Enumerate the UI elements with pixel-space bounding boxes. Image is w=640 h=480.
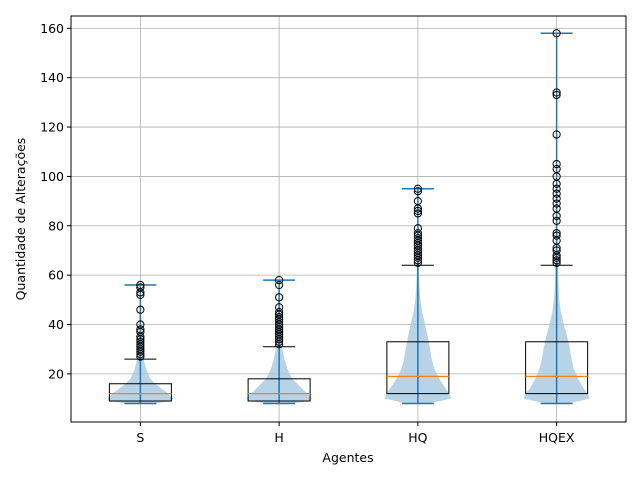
outlier-point (552, 231, 561, 240)
axis-ticks: 20 40 60 80 100 120 140 160 S H HQ HQEX (40, 21, 575, 445)
outlier-point (552, 199, 561, 208)
box-iqr (108, 383, 172, 402)
outlier-point (552, 229, 561, 238)
y-tick-label: 160 (40, 21, 64, 36)
outlier-point (275, 303, 284, 312)
y-axis-label: Quantidade de Alterações (13, 138, 28, 301)
outlier-point (413, 209, 422, 218)
y-tick-label: 140 (40, 70, 64, 85)
outlier-point (552, 29, 561, 38)
x-tick-label: S (136, 430, 144, 445)
outlier-point (413, 187, 422, 196)
outlier-point (275, 313, 284, 322)
y-tick-label: 40 (48, 317, 64, 332)
outlier-point (136, 325, 145, 334)
outlier-point (552, 164, 561, 174)
outlier-point (552, 194, 561, 203)
outlier-point (552, 216, 561, 225)
y-tick-label: 120 (40, 120, 64, 135)
box-iqr (386, 341, 450, 395)
outlier-point (413, 229, 422, 238)
violins (107, 33, 590, 404)
outlier-point (413, 234, 422, 243)
y-tick-label: 60 (48, 268, 64, 283)
outlier-point (136, 305, 145, 314)
x-tick-label: HQEX (539, 430, 575, 445)
x-tick-label: H (274, 430, 283, 445)
box-iqr (247, 378, 311, 402)
outlier-point (413, 206, 422, 216)
y-tick-label: 80 (48, 218, 64, 233)
outlier-point (413, 184, 422, 193)
outlier-point (136, 283, 145, 292)
outlier-point (275, 293, 284, 302)
outlier-point (552, 246, 561, 255)
outliers (136, 29, 561, 361)
y-tick-label: 20 (48, 366, 64, 381)
outlier-point (552, 189, 561, 198)
plot-frame (70, 15, 627, 423)
outlier-point (552, 88, 561, 97)
outlier-point (552, 90, 561, 100)
outlier-point (413, 197, 422, 206)
boxplots (108, 32, 589, 405)
outlier-point (552, 256, 561, 265)
x-tick-label: HQ (408, 430, 427, 445)
outlier-point (552, 159, 561, 169)
outlier-point (275, 308, 284, 317)
outlier-point (552, 204, 561, 213)
outlier-point (136, 280, 145, 290)
outlier-point (413, 224, 422, 233)
outlier-point (552, 184, 561, 193)
x-axis-label: Agentes (322, 450, 373, 465)
box-iqr (525, 341, 589, 395)
outlier-point (136, 320, 145, 329)
y-tick-label: 100 (40, 169, 64, 184)
outlier-point (136, 337, 145, 346)
outlier-point (552, 130, 561, 139)
outlier-point (275, 280, 284, 290)
outlier-point (275, 275, 284, 285)
